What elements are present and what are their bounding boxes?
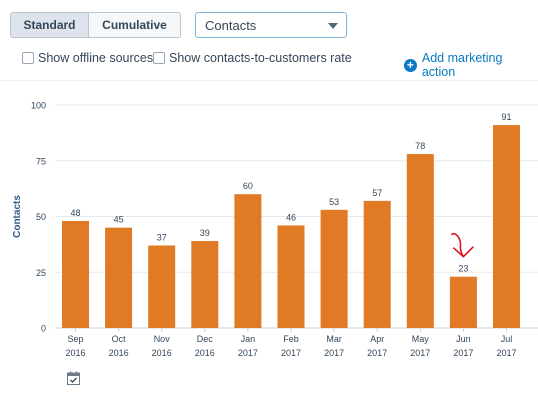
bar	[105, 227, 133, 328]
x-tick-label-month: Jun	[456, 334, 471, 344]
bar	[363, 200, 391, 328]
x-tick-label-month: Jul	[501, 334, 513, 344]
x-tick-label-month: Jan	[241, 334, 256, 344]
data-label: 53	[329, 197, 339, 207]
y-tick-label: 75	[36, 156, 46, 166]
x-tick-label-year: 2017	[496, 348, 516, 358]
bar	[277, 225, 305, 328]
bar	[493, 125, 520, 328]
contacts-bar-chart: Contacts 0 25 50 75 100 48 Sep 2016 45 Oct 2016 37 No…	[12, 101, 538, 358]
y-tick-label: 50	[36, 212, 46, 222]
view-toggle: Standard Cumulative	[10, 12, 181, 38]
x-tick-label-year: 2016	[109, 348, 129, 358]
x-tick-label-month: Mar	[326, 334, 342, 344]
x-tick-label-month: Feb	[283, 334, 299, 344]
x-tick-label-year: 2017	[238, 348, 258, 358]
data-label: 78	[415, 141, 425, 151]
x-tick-label-month: Dec	[197, 334, 214, 344]
data-label: 91	[501, 112, 511, 122]
y-tick-label: 25	[36, 268, 46, 278]
bar	[406, 154, 434, 328]
data-label: 46	[286, 212, 296, 222]
data-label: 45	[114, 215, 124, 225]
bar	[449, 276, 477, 328]
y-tick-label: 100	[31, 101, 46, 111]
calendar-check-icon[interactable]	[67, 371, 80, 385]
bar	[320, 209, 348, 328]
offline-sources-label: Show offline sources	[38, 51, 154, 65]
x-tick-label-month: Oct	[112, 334, 127, 344]
x-tick-label-month: May	[412, 334, 430, 344]
metric-select[interactable]: Contacts	[195, 12, 347, 38]
red-arrow-annotation	[450, 232, 474, 258]
data-label: 37	[157, 232, 167, 242]
x-tick-label-year: 2017	[367, 348, 387, 358]
bar	[148, 245, 176, 328]
offline-sources-option[interactable]: Show offline sources	[22, 51, 153, 65]
y-tick-label: 0	[41, 324, 46, 334]
rate-checkbox[interactable]	[153, 52, 165, 64]
x-tick-label-year: 2017	[453, 348, 473, 358]
offline-sources-checkbox[interactable]	[22, 52, 34, 64]
x-tick-label-year: 2016	[195, 348, 215, 358]
metric-select-value: Contacts	[205, 17, 257, 33]
chevron-down-icon	[328, 23, 338, 29]
x-tick-label-year: 2016	[65, 348, 85, 358]
plus-circle-icon: +	[404, 58, 417, 72]
standard-button[interactable]: Standard	[10, 12, 89, 38]
data-label: 23	[458, 264, 468, 274]
bar	[191, 241, 219, 328]
add-marketing-action-label: Add marketing action	[421, 51, 503, 79]
data-label: 48	[70, 208, 80, 218]
x-tick-label-month: Apr	[370, 334, 384, 344]
bar	[234, 194, 262, 328]
data-label: 60	[243, 181, 253, 191]
x-tick-label-month: Sep	[67, 334, 83, 344]
x-tick-label-year: 2016	[152, 348, 172, 358]
x-tick-label-year: 2017	[324, 348, 344, 358]
data-label: 57	[372, 188, 382, 198]
x-tick-label-year: 2017	[410, 348, 430, 358]
x-tick-label-month: Nov	[154, 334, 171, 344]
rate-option[interactable]: Show contacts-to-customers rate	[153, 51, 352, 65]
data-label: 39	[200, 228, 210, 238]
bar	[62, 220, 89, 328]
cumulative-button[interactable]: Cumulative	[89, 12, 181, 38]
x-tick-label-year: 2017	[281, 348, 301, 358]
y-axis-label: Contacts	[12, 195, 23, 238]
divider	[0, 80, 538, 81]
rate-label: Show contacts-to-customers rate	[169, 51, 352, 65]
add-marketing-action-link[interactable]: + Add marketing action	[404, 51, 538, 79]
